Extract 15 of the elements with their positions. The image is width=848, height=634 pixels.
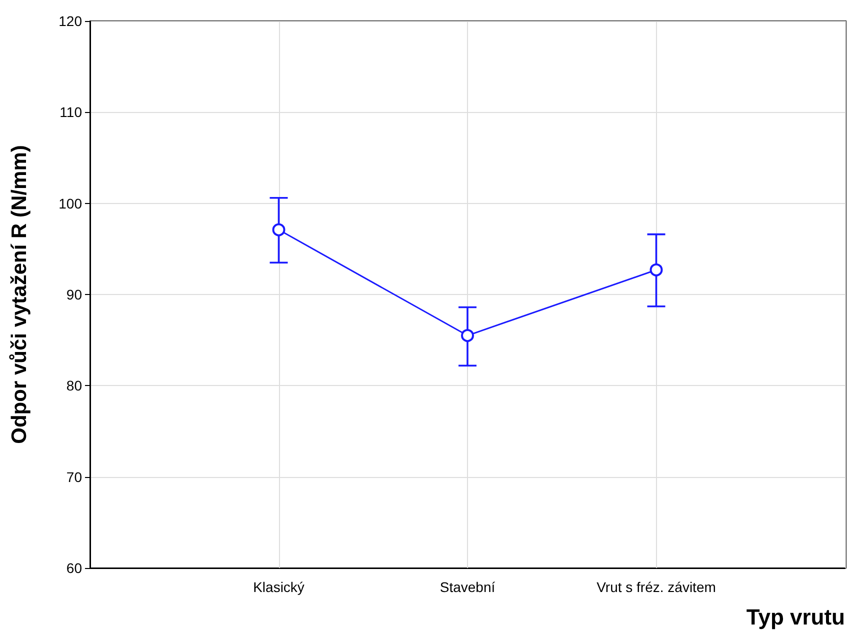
x-tick-label: Stavební (440, 579, 496, 595)
point (272, 223, 286, 236)
y-tick-label: 70 (66, 468, 82, 485)
y-tick-label: 60 (66, 560, 82, 576)
y-tick-label: 100 (58, 195, 82, 212)
x-tick-label: Vrut s fréz. závitem (596, 579, 716, 595)
point (461, 329, 474, 342)
y-axis-title: Odpor vůči vytažení R (N/mm) (8, 145, 31, 444)
y-tick-label: 110 (60, 104, 82, 120)
y-tick-label: 90 (66, 286, 82, 302)
x-tick-label: Klasický (253, 579, 304, 595)
y-tick-label: 120 (58, 13, 82, 29)
y-tick-label: 80 (66, 378, 82, 394)
x-axis-title: Typ vrutu (746, 604, 845, 630)
point (650, 263, 663, 276)
